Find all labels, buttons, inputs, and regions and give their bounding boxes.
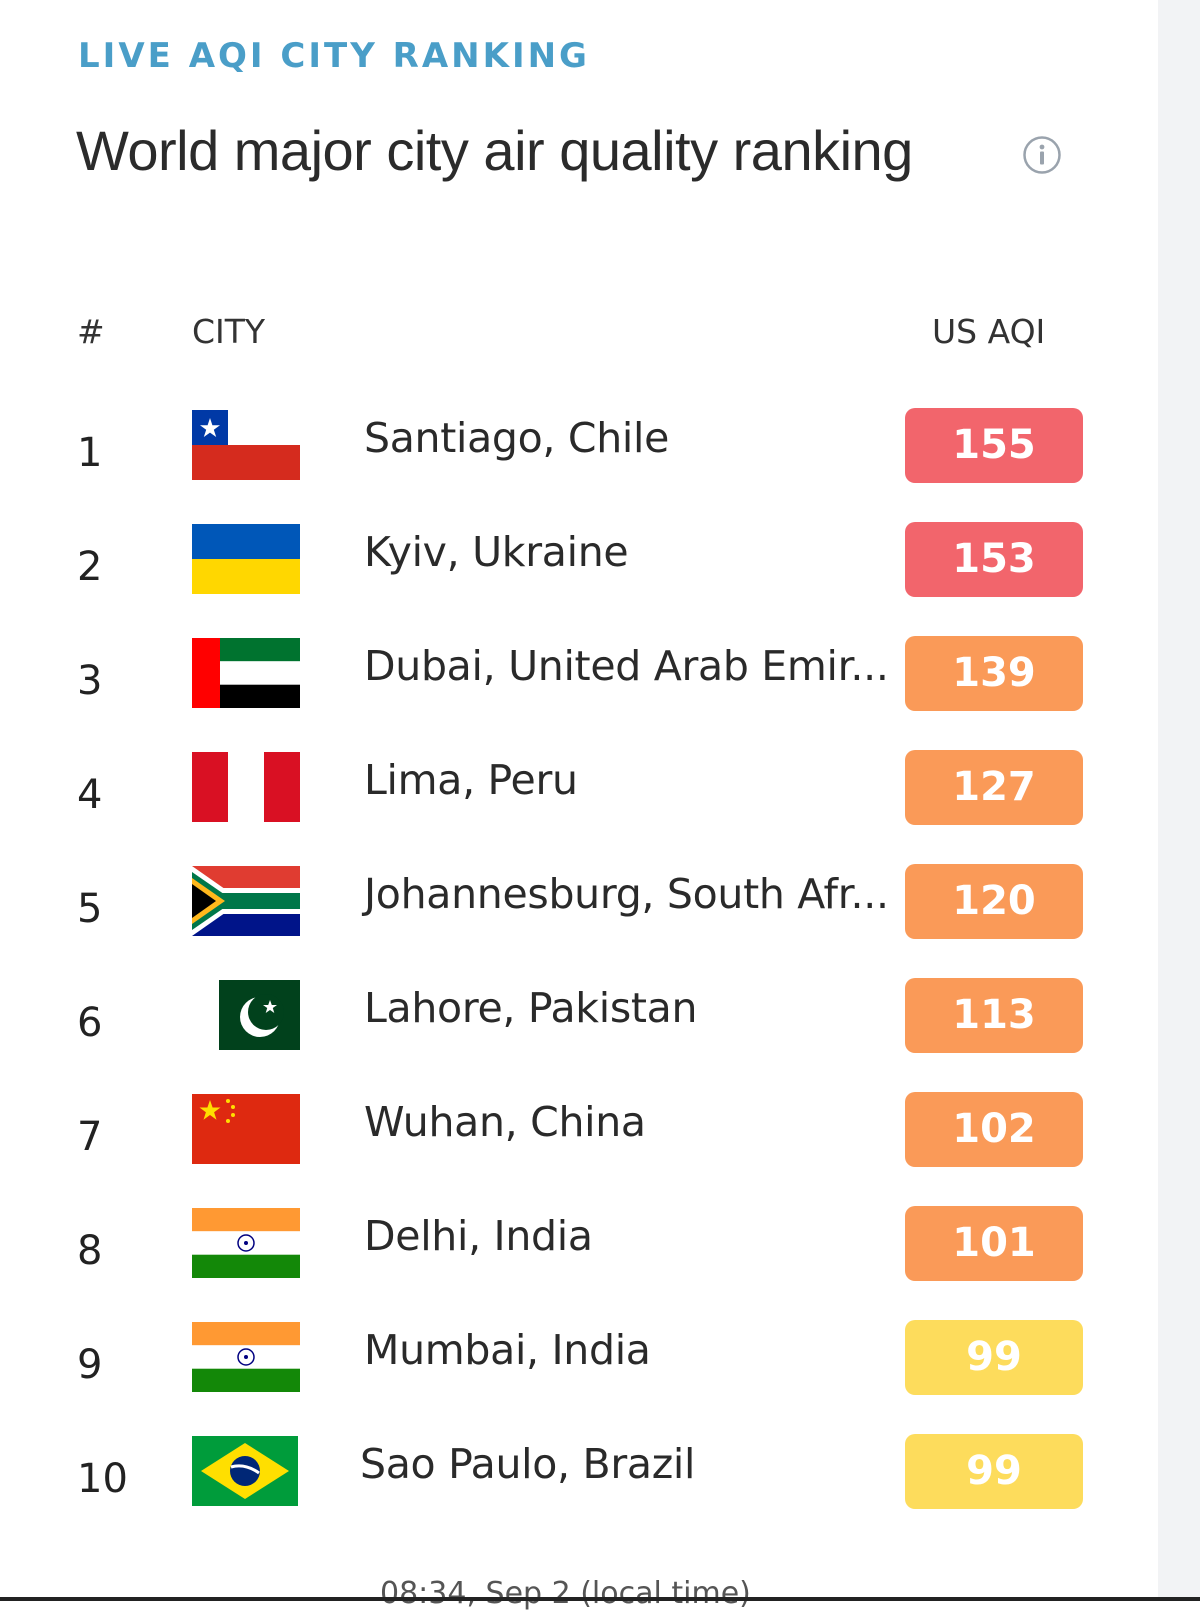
table-row[interactable]: 8 Delhi, India 101 (0, 1206, 1158, 1318)
row-rank: 6 (77, 1000, 103, 1046)
china-flag-icon (192, 1094, 300, 1164)
aqi-badge: 99 (905, 1320, 1083, 1395)
column-header-rank: # (77, 312, 105, 351)
table-row[interactable]: 4 Lima, Peru 127 (0, 750, 1158, 862)
row-city: Lima, Peru (364, 756, 578, 804)
table-row[interactable]: 7 Wuhan, China 102 (0, 1092, 1158, 1204)
row-rank: 2 (77, 544, 103, 590)
aqi-badge: 102 (905, 1092, 1083, 1167)
aqi-badge: 155 (905, 408, 1083, 483)
brazil-flag-icon (192, 1436, 300, 1506)
row-city: Johannesburg, South Afr... (364, 870, 889, 918)
section-eyebrow: LIVE AQI CITY RANKING (78, 36, 590, 76)
ukraine-flag-icon (192, 524, 300, 594)
pakistan-flag-icon (192, 980, 300, 1050)
table-row[interactable]: 6 Lahore, Pakistan 113 (0, 978, 1158, 1090)
india-flag-icon (192, 1208, 300, 1278)
row-city: Sao Paulo, Brazil (360, 1440, 696, 1488)
aqi-badge: 101 (905, 1206, 1083, 1281)
row-city: Dubai, United Arab Emir... (364, 642, 889, 690)
row-city: Delhi, India (364, 1212, 593, 1260)
divider (0, 1597, 1200, 1601)
updated-timestamp: 08:34, Sep 2 (local time) (380, 1576, 751, 1611)
row-rank: 5 (77, 886, 103, 932)
aqi-badge: 99 (905, 1434, 1083, 1509)
row-city: Santiago, Chile (364, 414, 670, 462)
aqi-badge: 153 (905, 522, 1083, 597)
aqi-badge: 113 (905, 978, 1083, 1053)
table-row[interactable]: 1 Santiago, Chile 155 (0, 408, 1158, 520)
scroll-gutter (1158, 0, 1200, 1601)
peru-flag-icon (192, 752, 300, 822)
row-city: Kyiv, Ukraine (364, 528, 629, 576)
row-city: Mumbai, India (364, 1326, 651, 1374)
row-rank: 8 (77, 1228, 103, 1274)
table-row[interactable]: 3 Dubai, United Arab Emir... 139 (0, 636, 1158, 748)
column-header-city: CITY (192, 312, 266, 351)
row-rank: 1 (77, 430, 103, 476)
row-rank: 3 (77, 658, 103, 704)
table-row[interactable]: 2 Kyiv, Ukraine 153 (0, 522, 1158, 634)
uae-flag-icon (192, 638, 300, 708)
row-city: Lahore, Pakistan (364, 984, 698, 1032)
column-header-us-aqi: US AQI (932, 312, 1046, 351)
table-row[interactable]: 10 Sao Paulo, Brazil 99 (0, 1434, 1158, 1546)
south-africa-flag-icon (192, 866, 300, 936)
page-title: World major city air quality ranking (76, 119, 913, 182)
table-row[interactable]: 5 Johannesburg, South Afr... 120 (0, 864, 1158, 976)
row-rank: 9 (77, 1342, 103, 1388)
table-row[interactable]: 9 Mumbai, India 99 (0, 1320, 1158, 1432)
aqi-badge: 120 (905, 864, 1083, 939)
aqi-badge: 127 (905, 750, 1083, 825)
info-icon[interactable] (1022, 135, 1062, 175)
ranking-panel: LIVE AQI CITY RANKING World major city a… (0, 36, 1158, 1611)
row-city: Wuhan, China (364, 1098, 646, 1146)
india-flag-icon (192, 1322, 300, 1392)
aqi-badge: 139 (905, 636, 1083, 711)
row-rank: 7 (77, 1114, 103, 1160)
row-rank: 10 (77, 1456, 128, 1502)
chile-flag-icon (192, 410, 300, 480)
row-rank: 4 (77, 772, 103, 818)
